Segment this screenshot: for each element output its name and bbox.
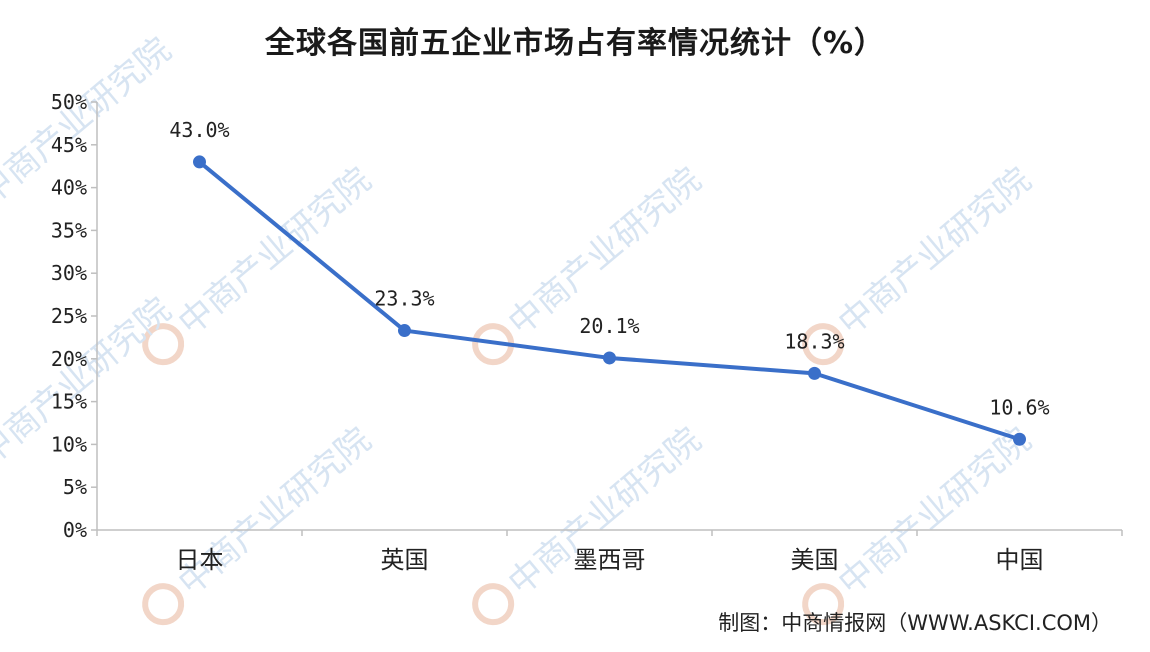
y-tick-label: 25%: [51, 304, 87, 328]
x-tick-labels: 日本 英国 墨西哥 美国 中国: [176, 546, 1044, 574]
watermark: 中商产业研究院: [0, 290, 179, 474]
watermark: 中商产业研究院: [0, 30, 179, 214]
y-tick-label: 35%: [51, 218, 87, 242]
watermark: 中商产业研究院: [802, 420, 1039, 626]
svg-text:中商产业研究院: 中商产业研究院: [831, 160, 1039, 344]
y-tick-label: 50%: [51, 90, 87, 114]
data-point: [1013, 432, 1026, 446]
y-tick-label: 20%: [51, 347, 87, 371]
svg-text:中商产业研究院: 中商产业研究院: [501, 420, 709, 604]
svg-text:中商产业研究院: 中商产业研究院: [831, 420, 1039, 604]
watermark: 中商产业研究院: [142, 420, 379, 626]
data-label: 18.3%: [784, 329, 844, 353]
source-note: 制图：中商情报网（WWW.ASKCI.COM）: [718, 611, 1112, 635]
y-tick-label: 40%: [51, 176, 87, 200]
svg-text:中商产业研究院: 中商产业研究院: [0, 290, 179, 474]
data-label: 20.1%: [579, 314, 639, 338]
watermark: 中商产业研究院: [472, 420, 709, 626]
y-tick-label: 45%: [51, 133, 87, 157]
y-tick-label: 30%: [51, 261, 87, 285]
watermark: 中商产业研究院: [472, 160, 709, 366]
x-tick-label: 美国: [791, 546, 839, 574]
data-labels: 43.0% 23.3% 20.1% 18.3% 10.6%: [169, 118, 1049, 419]
chart-title: 全球各国前五企业市场占有率情况统计（%）: [264, 26, 886, 61]
y-tick-label: 15%: [51, 390, 87, 414]
x-tick-label: 英国: [381, 546, 429, 574]
x-tick-label: 日本: [176, 546, 224, 574]
watermark: 中商产业研究院: [142, 160, 379, 366]
series-line: [193, 155, 1026, 446]
y-tick-label: 0%: [63, 518, 87, 542]
data-label: 43.0%: [169, 118, 229, 142]
data-label: 23.3%: [374, 287, 434, 311]
data-point: [193, 155, 206, 169]
data-point: [603, 351, 616, 365]
x-tick-label: 中国: [996, 546, 1044, 574]
svg-text:中商产业研究院: 中商产业研究院: [171, 420, 379, 604]
data-point: [398, 324, 411, 338]
y-tick-label: 10%: [51, 432, 87, 456]
data-point: [808, 366, 821, 380]
y-tick-label: 5%: [63, 475, 87, 499]
data-label: 10.6%: [989, 395, 1049, 419]
y-tick-labels: 0% 5% 10% 15% 20% 25% 30% 35% 40% 45% 50%: [51, 90, 87, 542]
svg-text:中商产业研究院: 中商产业研究院: [0, 30, 179, 214]
x-tick-label: 墨西哥: [574, 546, 646, 574]
axes: [91, 101, 1123, 536]
svg-text:中商产业研究院: 中商产业研究院: [171, 160, 379, 344]
